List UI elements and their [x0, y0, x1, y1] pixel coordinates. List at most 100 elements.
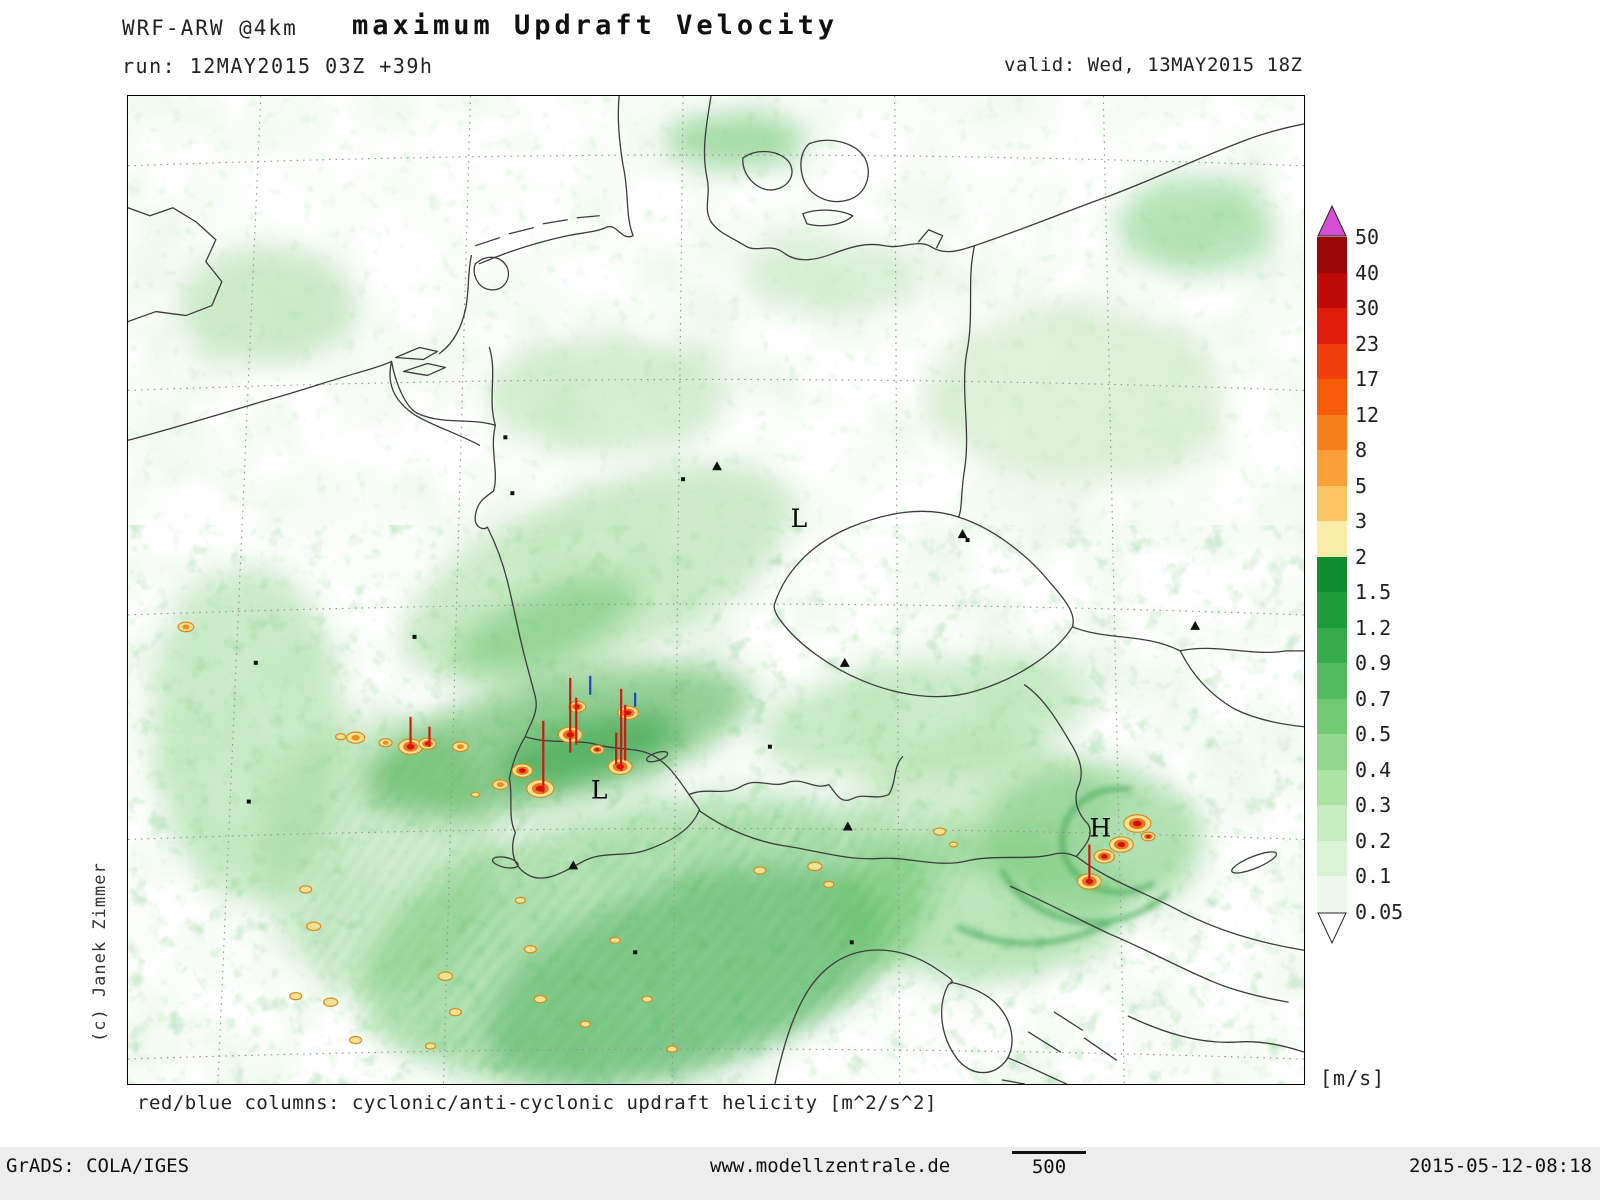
colorbar-level-label: 17	[1355, 367, 1380, 391]
dynamic-overlay: L L H	[177, 504, 1156, 1053]
colorbar-box	[1317, 627, 1347, 663]
graticule	[128, 96, 1304, 1084]
updraft-hotspot-moderate-core	[456, 744, 465, 750]
updraft-hotspot-weak	[299, 885, 313, 894]
updraft-hotspot-weak	[533, 994, 547, 1004]
updraft-hotspot-moderate-core	[382, 740, 389, 745]
updraft-hotspot-weak	[470, 791, 481, 798]
mountain-wave-bands	[297, 734, 976, 1084]
colorbar-level-label: 0.5	[1355, 722, 1392, 746]
colorbar-box	[1317, 237, 1347, 273]
weather-map: L L H	[128, 96, 1304, 1084]
colorbar-level-label: 2	[1355, 544, 1368, 569]
updraft-hotspot-severe-core	[519, 768, 526, 773]
legend-units: [m/s]	[1320, 1066, 1386, 1090]
updraft-hotspot-weak	[335, 733, 347, 741]
run-info: run: 12MAY2015 03Z +39h	[122, 54, 434, 78]
colorbar	[1317, 205, 1347, 944]
pressure-marker-L: L	[791, 504, 808, 533]
updraft-hotspot-weak	[753, 866, 767, 875]
colorbar-level-label: 12	[1355, 402, 1380, 427]
updraft-hotspot-severe-core	[595, 748, 600, 752]
city-markers	[246, 435, 970, 955]
colorbar-boxes	[1317, 237, 1347, 912]
updraft-hotspot-weak	[514, 896, 526, 904]
updraft-hotspot-moderate-core	[496, 782, 504, 788]
colorbar-box	[1317, 521, 1347, 557]
updraft-hotspot-weak	[323, 997, 339, 1007]
colorbar-box	[1317, 805, 1347, 841]
colorbar-level-label: 1.2	[1355, 615, 1392, 640]
valid-info: valid: Wed, 13MAY2015 18Z	[1004, 54, 1303, 76]
colorbar-level-label: 50	[1355, 225, 1380, 249]
colorbar-level-label: 0.05	[1355, 899, 1404, 924]
model-label: WRF-ARW @4km	[122, 16, 298, 40]
colorbar-level-label: 0.2	[1355, 828, 1392, 853]
map-caption: red/blue columns: cyclonic/anti-cyclonic…	[137, 1092, 937, 1114]
updraft-hotspot-severe-core	[1101, 854, 1108, 859]
colorbar-box	[1317, 308, 1347, 344]
updraft-hotspot-weak	[933, 827, 947, 836]
footer-website-label: www.modellzentrale.de	[710, 1155, 951, 1177]
colorbar-level-label: 1.5	[1355, 580, 1392, 604]
updraft-hotspot-weak	[289, 991, 303, 1001]
updraft-hotspot-weak	[523, 945, 537, 954]
updraft-hotspot-weak	[579, 1020, 591, 1028]
updraft-hotspot-moderate-core	[182, 624, 190, 630]
updraft-hotspot-weak	[666, 1045, 678, 1053]
colorbar-box	[1317, 769, 1347, 805]
distance-scale-label: 500	[1031, 1156, 1067, 1178]
colorbar-level-label: 3	[1355, 509, 1368, 533]
country-borders	[128, 96, 1304, 1084]
colorbar-labels: 50 40 30 23 17 12 8 5 3 2 1.5 1.2 0.9 0.7 0.5 0.4 0.3 0.2…	[1355, 205, 1435, 985]
colorbar-box	[1317, 698, 1347, 734]
footer-timestamp: 2015-05-12-08:18	[1408, 1155, 1592, 1177]
updraft-hotspot-weak	[306, 921, 322, 932]
updraft-hotspot-weak	[949, 841, 959, 848]
updraft-hotspot-severe-core	[1117, 841, 1126, 848]
updraft-hotspot-severe-core	[1146, 834, 1151, 839]
pressure-marker-H: H	[1089, 814, 1111, 843]
updraft-hotspot-severe-core	[624, 710, 632, 716]
colorbar-level-label: 40	[1355, 260, 1380, 285]
colorbar-arrow-down-icon	[1317, 912, 1347, 944]
colorbar-box	[1317, 556, 1347, 592]
colorbar-box	[1317, 876, 1347, 912]
colorbar-box	[1317, 343, 1347, 379]
colorbar-level-label: 8	[1355, 438, 1368, 462]
helicity-swirl	[955, 786, 1170, 946]
colorbar-box	[1317, 734, 1347, 770]
copyright-label: (c) Janek Zimmer	[90, 862, 110, 1042]
footer-grads-label: GrADS: COLA/IGES	[6, 1155, 190, 1177]
colorbar-level-label: 0.1	[1355, 864, 1392, 888]
colorbar-level-label: 5	[1355, 473, 1368, 498]
colorbar-arrow-up-icon	[1317, 205, 1347, 237]
updraft-hotspot-weak	[609, 936, 621, 944]
colorbar-box	[1317, 485, 1347, 521]
colorbar-box	[1317, 379, 1347, 415]
pressure-marker-L: L	[591, 776, 608, 805]
colorbar-level-label: 0.9	[1355, 651, 1392, 675]
updraft-hotspot-weak	[448, 1007, 463, 1017]
updraft-hotspot-weak	[437, 971, 454, 982]
colorbar-box	[1317, 414, 1347, 450]
colorbar-level-label: 0.7	[1355, 686, 1392, 711]
colorbar-level-label: 23	[1355, 331, 1380, 356]
colorbar-box	[1317, 450, 1347, 486]
footer-bar: GrADS: COLA/IGES www.modellzentrale.de 5…	[0, 1147, 1600, 1200]
updraft-hotspot-weak	[349, 1035, 363, 1045]
updraft-hotspot-weak	[641, 995, 653, 1003]
updraft-hotspot-severe-core	[1132, 820, 1142, 827]
colorbar-box	[1317, 592, 1347, 628]
colorbar-level-label: 0.3	[1355, 793, 1392, 817]
peak-markers	[568, 461, 1201, 870]
colorbar-level-label: 0.4	[1355, 757, 1392, 782]
updraft-hotspot-weak	[807, 861, 823, 872]
updraft-hotspot-moderate-core	[351, 734, 360, 741]
distance-scale: 500	[1012, 1151, 1086, 1178]
colorbar-box	[1317, 840, 1347, 876]
updraft-hotspot-weak	[823, 880, 835, 888]
updraft-hotspot-weak	[424, 1042, 437, 1050]
colorbar-level-label: 30	[1355, 296, 1380, 320]
colorbar-box	[1317, 663, 1347, 699]
